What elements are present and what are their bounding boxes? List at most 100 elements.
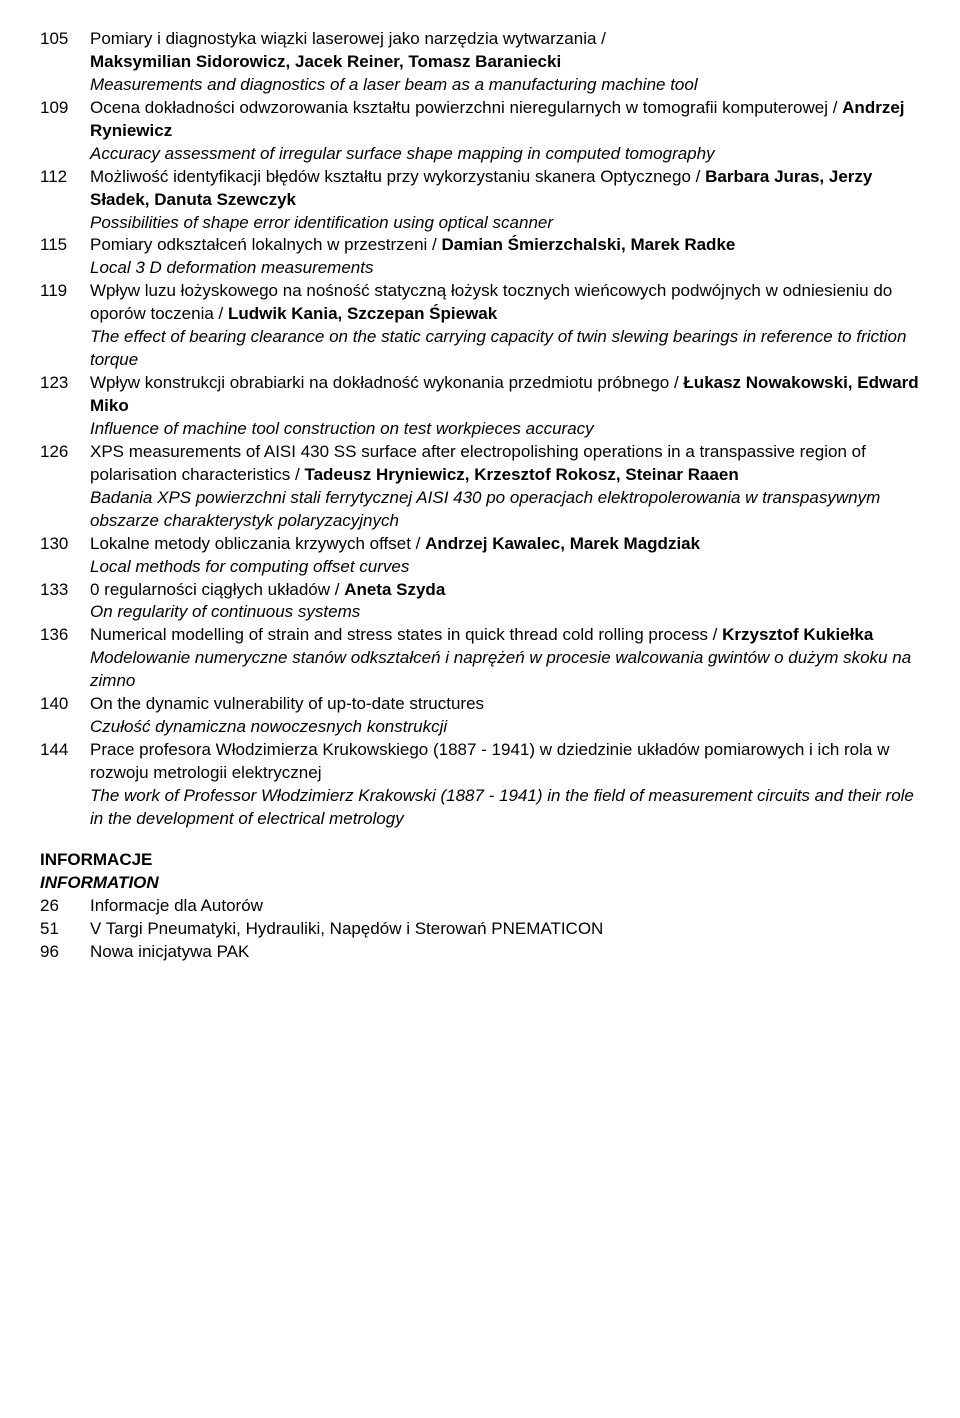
- entry-content: On the dynamic vulnerability of up-to-da…: [90, 693, 920, 739]
- text-segment: Damian Śmierzchalski, Marek Radke: [441, 235, 735, 254]
- page-number: 115: [40, 234, 90, 280]
- info-section: INFORMACJE INFORMATION 26Informacje dla …: [40, 849, 920, 964]
- entry-line: Numerical modelling of strain and stress…: [90, 624, 920, 647]
- text-segment: Czułość dynamiczna nowoczesnych konstruk…: [90, 717, 447, 736]
- text-segment: Prace profesora Włodzimierza Krukowskieg…: [90, 740, 889, 782]
- text-segment: Pomiary i diagnostyka wiązki laserowej j…: [90, 29, 606, 48]
- entry-line: Możliwość identyfikacji błędów kształtu …: [90, 166, 920, 212]
- entry-line: Maksymilian Sidorowicz, Jacek Reiner, To…: [90, 51, 920, 74]
- page-number: 133: [40, 579, 90, 625]
- page-number: 130: [40, 533, 90, 579]
- entry-line: On regularity of continuous systems: [90, 601, 920, 624]
- text-segment: Badania XPS powierzchni stali ferrytyczn…: [90, 488, 880, 530]
- text-segment: Maksymilian Sidorowicz, Jacek Reiner, To…: [90, 52, 561, 71]
- page-number: 112: [40, 166, 90, 235]
- entry-line: Pomiary odkształceń lokalnych w przestrz…: [90, 234, 920, 257]
- entry-content: Ocena dokładności odwzorowania kształtu …: [90, 97, 920, 166]
- entry-line: 0 regularności ciągłych układów / Aneta …: [90, 579, 920, 602]
- page-number: 136: [40, 624, 90, 693]
- entry-line: Lokalne metody obliczania krzywych offse…: [90, 533, 920, 556]
- toc-entry: 123Wpływ konstrukcji obrabiarki na dokła…: [40, 372, 920, 441]
- text-segment: Accuracy assessment of irregular surface…: [90, 144, 715, 163]
- entry-line: The work of Professor Włodzimierz Krakow…: [90, 785, 920, 831]
- text-segment: Możliwość identyfikacji błędów kształtu …: [90, 167, 705, 186]
- text-segment: Aneta Szyda: [344, 580, 445, 599]
- text-segment: Numerical modelling of strain and stress…: [90, 625, 722, 644]
- entry-content: Wpływ konstrukcji obrabiarki na dokładno…: [90, 372, 920, 441]
- text-segment: Lokalne metody obliczania krzywych offse…: [90, 534, 425, 553]
- entry-line: Accuracy assessment of irregular surface…: [90, 143, 920, 166]
- entry-line: Local methods for computing offset curve…: [90, 556, 920, 579]
- entry-line: On the dynamic vulnerability of up-to-da…: [90, 693, 920, 716]
- page-number: 119: [40, 280, 90, 372]
- entry-line: Ocena dokładności odwzorowania kształtu …: [90, 97, 920, 143]
- toc-entry: 109Ocena dokładności odwzorowania kształ…: [40, 97, 920, 166]
- info-text: V Targi Pneumatyki, Hydrauliki, Napędów …: [90, 918, 920, 941]
- entry-line: Pomiary i diagnostyka wiązki laserowej j…: [90, 28, 920, 51]
- entry-content: XPS measurements of AISI 430 SS surface …: [90, 441, 920, 533]
- entry-line: Czułość dynamiczna nowoczesnych konstruk…: [90, 716, 920, 739]
- page-number: 123: [40, 372, 90, 441]
- info-text: Nowa inicjatywa PAK: [90, 941, 920, 964]
- entry-content: Wpływ luzu łożyskowego na nośność statyc…: [90, 280, 920, 372]
- entry-content: 0 regularności ciągłych układów / Aneta …: [90, 579, 920, 625]
- entry-line: Badania XPS powierzchni stali ferrytyczn…: [90, 487, 920, 533]
- page-number: 51: [40, 918, 90, 941]
- table-of-contents: 105Pomiary i diagnostyka wiązki laserowe…: [40, 28, 920, 831]
- entry-line: The effect of bearing clearance on the s…: [90, 326, 920, 372]
- entry-content: Lokalne metody obliczania krzywych offse…: [90, 533, 920, 579]
- page-number: 109: [40, 97, 90, 166]
- page-number: 140: [40, 693, 90, 739]
- text-segment: The effect of bearing clearance on the s…: [90, 327, 906, 369]
- text-segment: Krzysztof Kukiełka: [722, 625, 873, 644]
- text-segment: Modelowanie numeryczne stanów odkształce…: [90, 648, 911, 690]
- text-segment: The work of Professor Włodzimierz Krakow…: [90, 786, 914, 828]
- entry-line: Measurements and diagnostics of a laser …: [90, 74, 920, 97]
- text-segment: Wpływ konstrukcji obrabiarki na dokładno…: [90, 373, 683, 392]
- toc-entry: 136Numerical modelling of strain and str…: [40, 624, 920, 693]
- toc-entry: 144Prace profesora Włodzimierza Krukowsk…: [40, 739, 920, 831]
- page-number: 96: [40, 941, 90, 964]
- toc-entry: 140On the dynamic vulnerability of up-to…: [40, 693, 920, 739]
- text-segment: Measurements and diagnostics of a laser …: [90, 75, 698, 94]
- entry-line: Wpływ luzu łożyskowego na nośność statyc…: [90, 280, 920, 326]
- entry-content: Pomiary odkształceń lokalnych w przestrz…: [90, 234, 920, 280]
- page-number: 105: [40, 28, 90, 97]
- entry-content: Numerical modelling of strain and stress…: [90, 624, 920, 693]
- text-segment: 0 regularności ciągłych układów /: [90, 580, 344, 599]
- toc-entry: 115Pomiary odkształceń lokalnych w przes…: [40, 234, 920, 280]
- entry-line: XPS measurements of AISI 430 SS surface …: [90, 441, 920, 487]
- text-segment: On the dynamic vulnerability of up-to-da…: [90, 694, 484, 713]
- page-number: 126: [40, 441, 90, 533]
- info-entry: 26Informacje dla Autorów: [40, 895, 920, 918]
- page-number: 26: [40, 895, 90, 918]
- entry-line: Wpływ konstrukcji obrabiarki na dokładno…: [90, 372, 920, 418]
- text-segment: Possibilities of shape error identificat…: [90, 213, 553, 232]
- section-heading-1: INFORMACJE: [40, 849, 920, 872]
- entry-line: Modelowanie numeryczne stanów odkształce…: [90, 647, 920, 693]
- toc-entry: 112Możliwość identyfikacji błędów kształ…: [40, 166, 920, 235]
- entry-content: Pomiary i diagnostyka wiązki laserowej j…: [90, 28, 920, 97]
- text-segment: Ocena dokładności odwzorowania kształtu …: [90, 98, 842, 117]
- text-segment: Andrzej Kawalec, Marek Magdziak: [425, 534, 700, 553]
- toc-entry: 126XPS measurements of AISI 430 SS surfa…: [40, 441, 920, 533]
- text-segment: Local methods for computing offset curve…: [90, 557, 409, 576]
- text-segment: Local 3 D deformation measurements: [90, 258, 373, 277]
- text-segment: Pomiary odkształceń lokalnych w przestrz…: [90, 235, 441, 254]
- page-number: 144: [40, 739, 90, 831]
- text-segment: Influence of machine tool construction o…: [90, 419, 594, 438]
- toc-entry: 105Pomiary i diagnostyka wiązki laserowe…: [40, 28, 920, 97]
- entry-content: Prace profesora Włodzimierza Krukowskieg…: [90, 739, 920, 831]
- entry-line: Prace profesora Włodzimierza Krukowskieg…: [90, 739, 920, 785]
- section-heading-2: INFORMATION: [40, 872, 920, 895]
- info-text: Informacje dla Autorów: [90, 895, 920, 918]
- entry-line: Possibilities of shape error identificat…: [90, 212, 920, 235]
- toc-entry: 119Wpływ luzu łożyskowego na nośność sta…: [40, 280, 920, 372]
- toc-entry: 1330 regularności ciągłych układów / Ane…: [40, 579, 920, 625]
- info-entry: 96Nowa inicjatywa PAK: [40, 941, 920, 964]
- text-segment: Tadeusz Hryniewicz, Krzesztof Rokosz, St…: [304, 465, 738, 484]
- text-segment: On regularity of continuous systems: [90, 602, 360, 621]
- toc-entry: 130Lokalne metody obliczania krzywych of…: [40, 533, 920, 579]
- entry-content: Możliwość identyfikacji błędów kształtu …: [90, 166, 920, 235]
- entry-line: Local 3 D deformation measurements: [90, 257, 920, 280]
